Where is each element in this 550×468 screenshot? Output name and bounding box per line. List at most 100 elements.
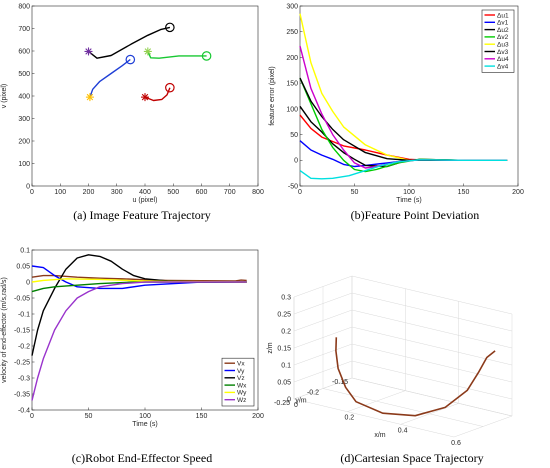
legend-entry: Δu2 <box>497 27 509 34</box>
x-tick-label: 300 <box>111 189 123 196</box>
legend-entry: Vy <box>237 368 245 375</box>
z-tick-label: 0.2 <box>281 328 291 335</box>
back-wall-grid-z <box>351 360 513 400</box>
y-tick-label: -0.2 <box>18 343 30 350</box>
y-axis-label: v (pixel) <box>1 84 8 109</box>
series-line-1 <box>89 58 131 98</box>
x-tick-label: 100 <box>139 413 151 420</box>
x-tick-label: 600 <box>196 189 208 196</box>
back-wall-grid-z <box>351 292 513 332</box>
y-tick-label: 0.1 <box>20 247 30 254</box>
y-tick-label: 700 <box>18 26 30 33</box>
y-axis-label: velocity of end-effector (m/s,rad/s) <box>1 277 8 383</box>
y-tick-label: 300 <box>286 3 298 10</box>
end-marker-circle <box>165 82 175 93</box>
x-tick-label: 400 <box>139 189 151 196</box>
x-tick-label: 0.6 <box>451 440 461 447</box>
legend-entry: Δu4 <box>497 56 509 63</box>
legend-entry: Δv1 <box>497 20 509 27</box>
y-tick-label: 0.05 <box>16 263 30 270</box>
side-wall-grid-z <box>293 292 353 315</box>
caption-c: (c)Robot End-Effector Speed <box>72 451 212 465</box>
y-tick-label: 50 <box>290 132 298 139</box>
series-line-0 <box>88 26 171 59</box>
series-line-Vz <box>31 254 247 356</box>
x-tick-label: 800 <box>252 189 264 196</box>
star-stroke <box>86 93 94 101</box>
x-tick-label: 100 <box>403 189 415 196</box>
x-tick-label: 200 <box>83 189 95 196</box>
z-tick-label: 0.1 <box>281 362 291 369</box>
y-axis-label: feature error (pixel) <box>269 66 276 126</box>
y-tick-label: -0.1 <box>18 311 30 318</box>
plot-area-frame <box>299 5 519 187</box>
series-line-Vx <box>31 274 247 282</box>
legend-box <box>481 9 515 73</box>
caption-a: (a) Image Feature Trajectory <box>73 208 211 222</box>
side-wall-grid-z <box>293 309 353 332</box>
x-axis-label: Time (s) <box>132 421 157 428</box>
star-stroke <box>141 93 149 101</box>
start-marker-star <box>85 93 94 102</box>
x-tick-label: 0 <box>294 402 298 409</box>
x-tick-label: 0.4 <box>398 427 408 434</box>
start-marker-star <box>143 47 152 56</box>
legend-box <box>221 357 255 407</box>
y-tick-label: -50 <box>288 183 298 190</box>
x-tick-label: 200 <box>512 189 524 196</box>
legend-entry: Δu3 <box>497 42 509 49</box>
legend-entry: Δv3 <box>497 49 509 56</box>
x-tick-label: 500 <box>167 189 179 196</box>
x-axis-label: Time (s) <box>396 197 421 204</box>
back-wall-grid-z <box>351 377 513 417</box>
panel-c-end-effector-speed: 0 50 100 150 200 -0.4 -0.35 -0.3 -0.25 -0.2 -0.15 -… <box>1 247 264 428</box>
side-wall-grid-z <box>293 343 353 366</box>
y-tick-label: -0.25 <box>14 359 30 366</box>
end-marker-circle <box>125 54 136 65</box>
x-tick-label: 0 <box>298 189 302 196</box>
x-axis-label: u (pixel) <box>133 197 158 204</box>
x-tick-label: 0.2 <box>344 415 354 422</box>
x-tick-label: 0 <box>30 413 34 420</box>
series-line-Wz <box>31 281 247 401</box>
legend-entry: Δv4 <box>497 63 509 70</box>
y-tick-label: 0 <box>294 158 298 165</box>
y-tick-label: -0.3 <box>18 375 30 382</box>
side-wall-grid-z <box>293 326 353 349</box>
x-tick-label: 200 <box>252 413 264 420</box>
start-marker-star <box>84 47 93 56</box>
x-tick-label: 50 <box>85 413 93 420</box>
legend-entry: Δu1 <box>497 12 509 19</box>
y-tick-label: -0.35 <box>14 391 30 398</box>
y-tick-label: 200 <box>286 55 298 62</box>
floor-grid-y <box>293 398 455 438</box>
series-line-Δv4 <box>299 159 508 180</box>
side-wall-grid-z <box>293 377 353 400</box>
z-tick-label: 0 <box>287 396 291 403</box>
y-tick-label: 0 <box>26 279 30 286</box>
legend-entry: Wy <box>237 390 247 397</box>
end-marker-circle <box>165 22 175 33</box>
side-wall-grid-z <box>293 275 353 298</box>
y-tick-label: 0 <box>26 183 30 190</box>
x-tick-label: 50 <box>351 189 359 196</box>
caption-d: (d)Cartesian Space Trajectory <box>340 451 483 465</box>
y-tick-label: 250 <box>286 29 298 36</box>
x-tick-label: 700 <box>224 189 236 196</box>
y-tick-label: 200 <box>18 138 30 145</box>
panel-d-cartesian-trajectory: 0 0.05 0.1 0.15 0.2 0.25 0.3 0 0.2 0.4 0.6 -0.25 -0.… <box>267 275 513 447</box>
floor-grid-y <box>322 388 484 427</box>
end-marker-circle <box>201 51 212 61</box>
y-tick-label: 800 <box>18 3 30 10</box>
trajectory-line-0 <box>335 337 496 417</box>
y-tick-label: -0.2 <box>307 390 319 397</box>
z-tick-label: 0.3 <box>281 294 291 301</box>
legend-entry: Wz <box>237 397 246 404</box>
y-tick-label: 400 <box>18 93 30 100</box>
y-tick-label: 500 <box>18 71 30 78</box>
x-tick-label: 100 <box>54 189 66 196</box>
panel-a-image-feature-trajectory: 0 100 200 300 400 500 600 700 800 0 100 200 300 400 50… <box>1 3 264 204</box>
side-wall-grid-z <box>293 360 353 383</box>
